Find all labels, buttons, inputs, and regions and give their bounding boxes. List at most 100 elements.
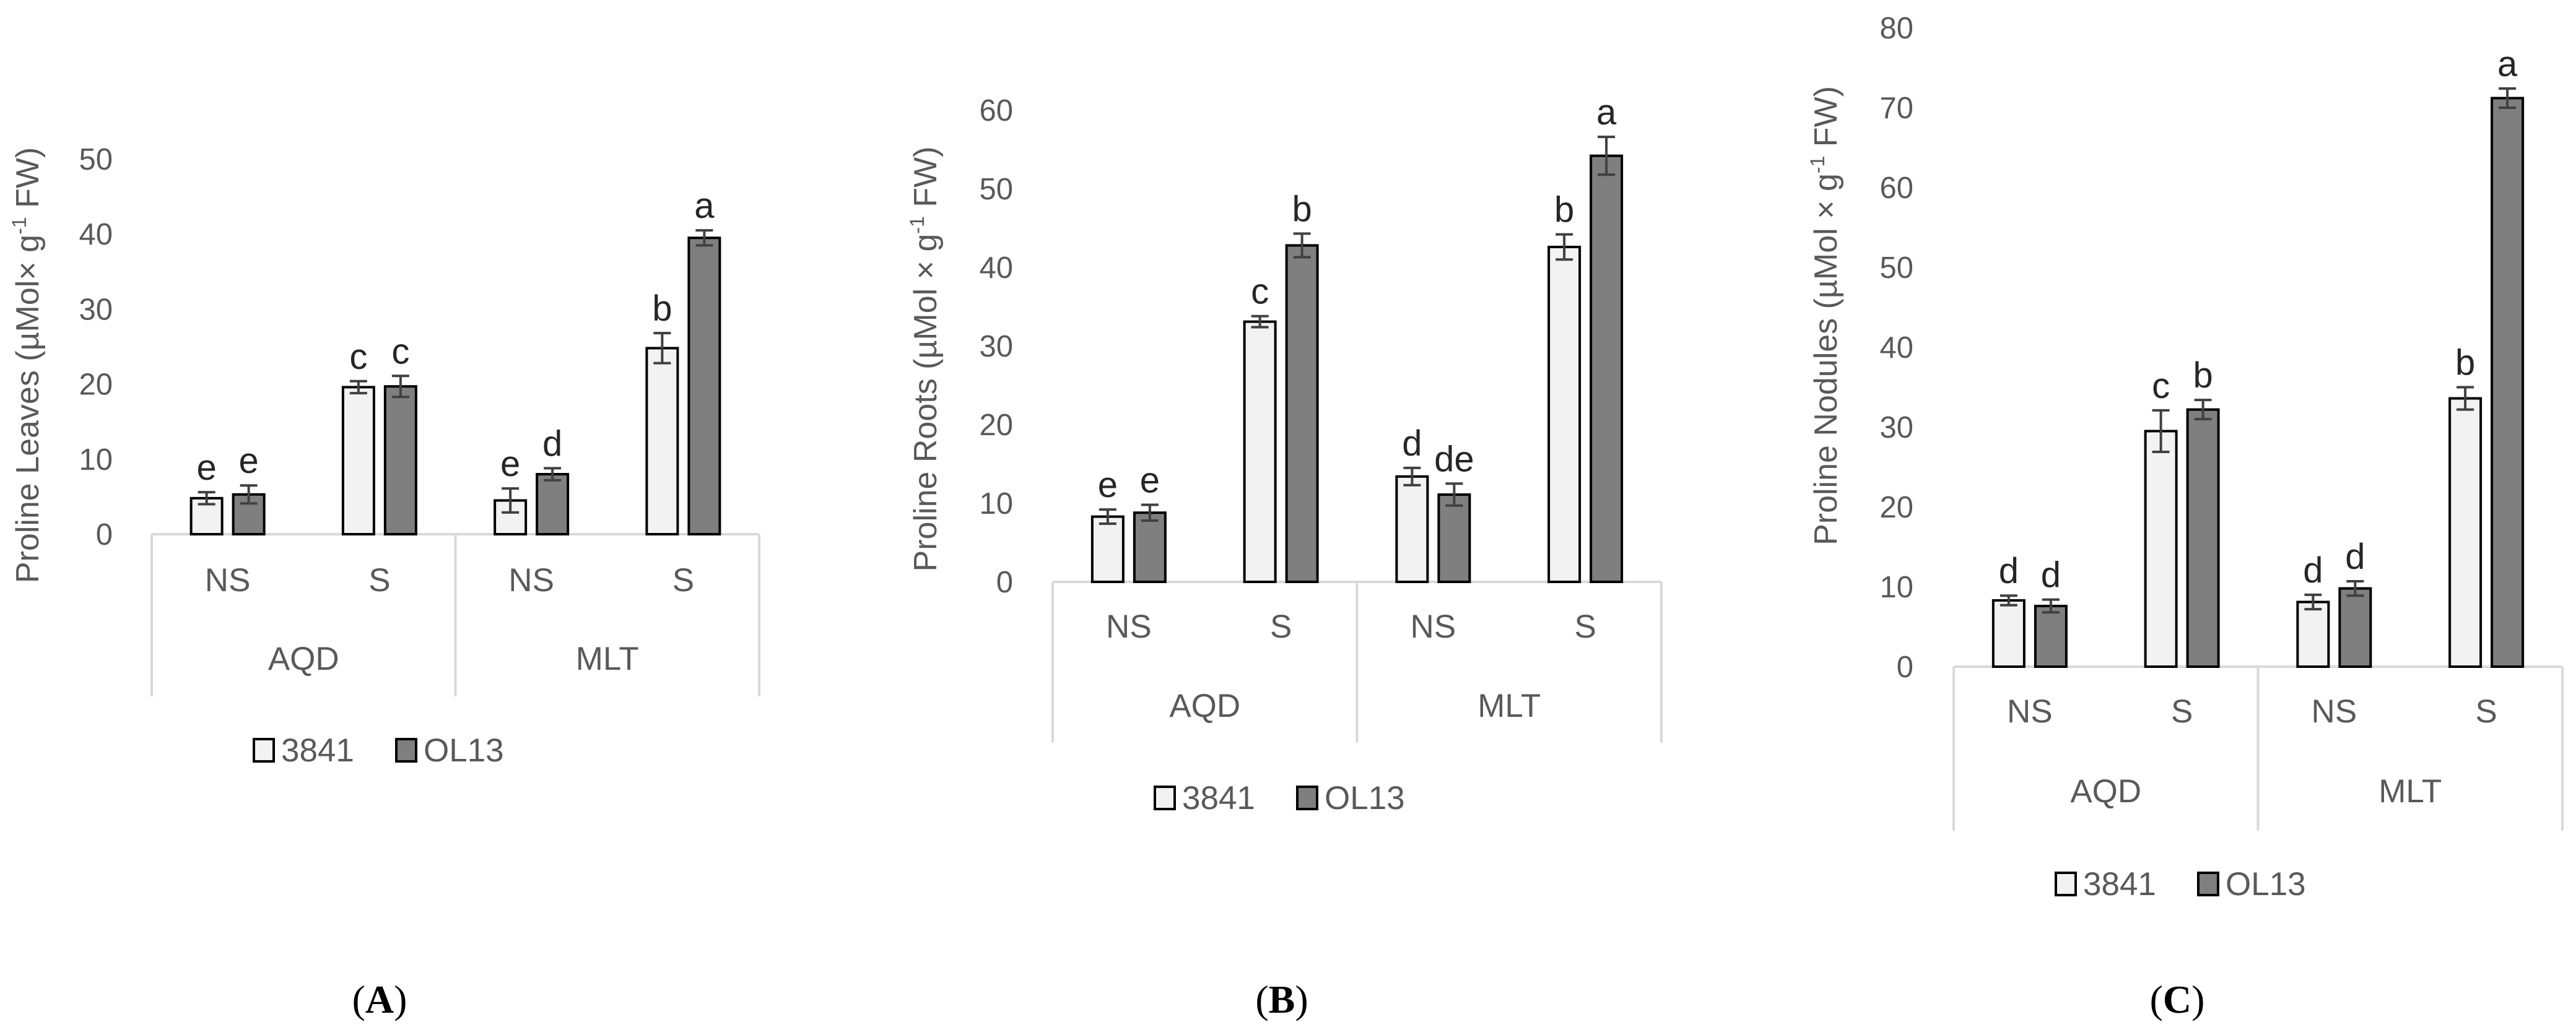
panel-label-open: ( bbox=[1255, 977, 1268, 1021]
significance-letter: c bbox=[349, 337, 367, 377]
significance-letter: e bbox=[1098, 465, 1118, 505]
bar-OL13-3 bbox=[1590, 154, 1624, 584]
legend-swatch-OL13 bbox=[395, 738, 417, 763]
x-category-label: S bbox=[2475, 693, 2497, 730]
y-axis-label: Proline Roots (µMol × g-1 FW) bbox=[906, 147, 944, 572]
y-tick-label: 50 bbox=[1879, 251, 1913, 285]
significance-letter: b bbox=[1292, 189, 1312, 229]
y-tick-label: 50 bbox=[979, 173, 1013, 206]
bar-OL13-0 bbox=[232, 493, 266, 535]
panel-label-open: ( bbox=[352, 977, 365, 1021]
panel-label-close: ) bbox=[394, 977, 407, 1021]
legend-label: 3841 bbox=[1182, 780, 1255, 816]
y-tick-label: 40 bbox=[1879, 331, 1913, 365]
x-category-label: S bbox=[1574, 608, 1596, 645]
panel-label-letter: B bbox=[1269, 977, 1295, 1021]
bar-OL13-2 bbox=[1437, 493, 1471, 584]
legend-swatch-OL13 bbox=[2197, 872, 2219, 896]
significance-letter: d bbox=[1999, 551, 2019, 591]
bar-3841-1 bbox=[1243, 320, 1277, 583]
x-category-label: NS bbox=[508, 562, 554, 599]
y-tick-label: 30 bbox=[79, 293, 113, 326]
x-category-label: NS bbox=[1106, 608, 1152, 645]
bar-OL13-3 bbox=[2491, 97, 2525, 668]
significance-letter: d bbox=[2303, 550, 2323, 591]
significance-letter: d bbox=[542, 423, 562, 464]
legend-label: OL13 bbox=[424, 732, 504, 769]
significance-letter: a bbox=[2497, 44, 2518, 84]
bar-3841-1 bbox=[341, 386, 375, 535]
panel-label-open: ( bbox=[2150, 977, 2163, 1021]
x-group-label: AQD bbox=[1169, 688, 1240, 724]
y-tick-label: 0 bbox=[1897, 651, 1913, 684]
significance-letter: d bbox=[2345, 537, 2365, 577]
y-axis-label-sup: -1 bbox=[1806, 156, 1829, 173]
chart-panel-C: 0 10 20 30 40 50 60 70 80 Proline Nodules (µMol ×… bbox=[1806, 12, 2564, 1021]
legend-swatch-3841 bbox=[253, 738, 275, 763]
y-axis-label-sup: -1 bbox=[8, 217, 30, 234]
x-category-label: NS bbox=[205, 562, 251, 599]
significance-letter: b bbox=[2193, 355, 2213, 396]
x-group-label: AQD bbox=[2070, 773, 2141, 810]
significance-letter: b bbox=[2455, 343, 2475, 383]
y-tick-label: 10 bbox=[979, 487, 1013, 521]
legend-label: OL13 bbox=[1325, 780, 1405, 816]
panel-label-close: ) bbox=[2191, 977, 2204, 1021]
x-group-label: MLT bbox=[2378, 773, 2442, 810]
legend-swatch-3841 bbox=[2055, 872, 2077, 896]
chart-panel-B: 0 10 20 30 40 50 60 Proline Roots (µMol × g-1 F… bbox=[906, 92, 1663, 1021]
significance-letter: b bbox=[652, 288, 672, 329]
bar-OL13-2 bbox=[536, 473, 570, 535]
bar-OL13-1 bbox=[383, 385, 417, 536]
bar-OL13-0 bbox=[2034, 604, 2068, 669]
bar-3841-3 bbox=[2448, 397, 2482, 668]
bar-OL13-1 bbox=[1285, 244, 1319, 583]
y-axis-label-prefix: Proline Roots (µMol × g bbox=[908, 234, 944, 572]
y-tick-label: 20 bbox=[1879, 491, 1913, 524]
y-tick-label: 60 bbox=[979, 94, 1013, 128]
y-tick-label: 50 bbox=[79, 143, 113, 176]
y-axis-label: Proline Nodules (µMol × g-1 FW) bbox=[1806, 86, 1844, 545]
significance-letter: b bbox=[1554, 190, 1574, 230]
y-tick-label: 20 bbox=[979, 409, 1013, 442]
y-tick-label: 20 bbox=[79, 368, 113, 402]
x-group-label: MLT bbox=[576, 641, 639, 677]
bar-3841-3 bbox=[1547, 245, 1582, 584]
legend-label: 3841 bbox=[2083, 866, 2156, 903]
x-group-label: MLT bbox=[1477, 688, 1541, 724]
y-tick-label: 30 bbox=[1879, 411, 1913, 444]
significance-letter: a bbox=[1596, 92, 1617, 132]
y-axis-label-suffix: FW) bbox=[1808, 86, 1844, 156]
y-tick-label: 30 bbox=[979, 330, 1013, 363]
panel-label-close: ) bbox=[1295, 977, 1308, 1021]
significance-letter: a bbox=[694, 186, 715, 226]
chart-panel-A: 0 10 20 30 40 50 Proline Leaves (µMol× g-1 FW)… bbox=[8, 143, 760, 1021]
significance-letter: de bbox=[1434, 439, 1474, 479]
significance-letter: e bbox=[196, 448, 216, 488]
bar-OL13-1 bbox=[2186, 408, 2220, 668]
significance-letter: d bbox=[1402, 423, 1422, 464]
y-tick-label: 0 bbox=[96, 518, 113, 552]
bar-OL13-2 bbox=[2338, 587, 2372, 669]
y-tick-label: 60 bbox=[1879, 171, 1913, 205]
x-category-label: S bbox=[2171, 693, 2193, 730]
significance-letter: c bbox=[1251, 272, 1269, 312]
bar-3841-3 bbox=[645, 347, 679, 535]
significance-letter: e bbox=[238, 441, 258, 481]
legend-label: 3841 bbox=[281, 732, 354, 769]
bar-OL13-3 bbox=[687, 236, 721, 535]
bar-3841-2 bbox=[1395, 475, 1429, 583]
y-axis-label-suffix: FW) bbox=[10, 147, 46, 217]
bar-OL13-0 bbox=[1133, 511, 1167, 583]
y-tick-label: 40 bbox=[979, 251, 1013, 285]
panel-label: (C) bbox=[2150, 977, 2205, 1021]
panel-label-letter: A bbox=[365, 977, 394, 1021]
y-axis-label: Proline Leaves (µMol× g-1 FW) bbox=[8, 147, 46, 583]
legend-swatch-OL13 bbox=[1296, 786, 1318, 810]
panel-label-letter: C bbox=[2163, 977, 2191, 1021]
x-category-label: S bbox=[672, 562, 694, 599]
y-tick-label: 70 bbox=[1879, 92, 1913, 125]
panel-label: (B) bbox=[1255, 977, 1308, 1021]
significance-letter: e bbox=[500, 444, 520, 484]
x-category-label: NS bbox=[1411, 608, 1456, 645]
